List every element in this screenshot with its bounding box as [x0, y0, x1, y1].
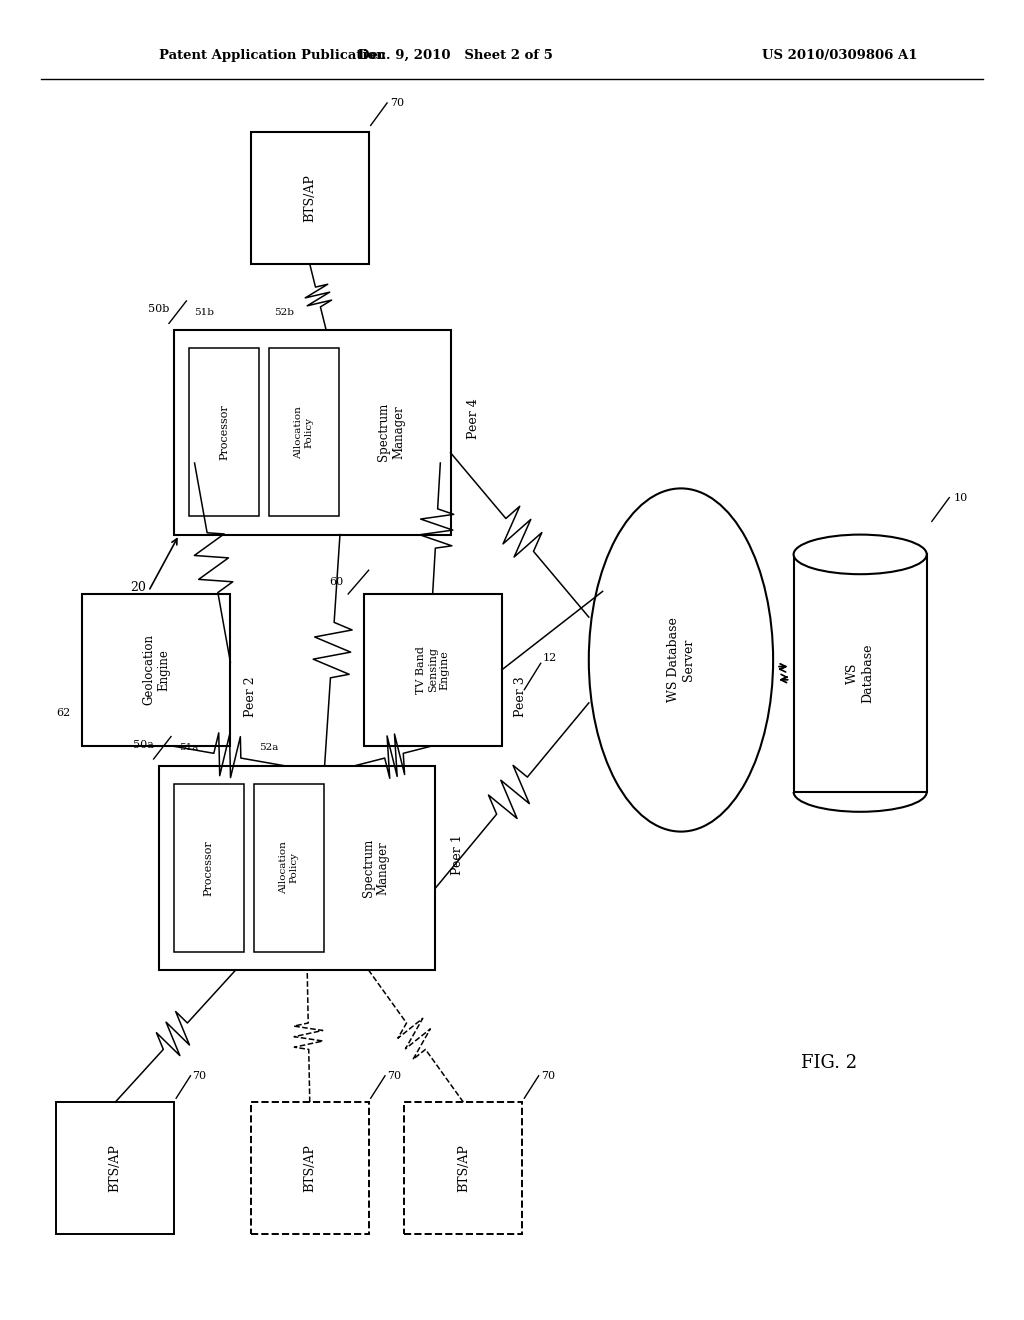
Text: 50b: 50b	[147, 304, 169, 314]
Bar	[174, 784, 244, 952]
Text: 60: 60	[329, 577, 343, 587]
Bar	[404, 1102, 522, 1234]
Bar	[364, 594, 502, 746]
Bar	[189, 348, 259, 516]
Text: 70: 70	[390, 98, 404, 108]
Bar	[251, 1102, 369, 1234]
Text: Processor: Processor	[204, 840, 214, 896]
Text: BTS/AP: BTS/AP	[457, 1144, 470, 1192]
Text: Patent Application Publication: Patent Application Publication	[159, 49, 385, 62]
Text: Processor: Processor	[219, 404, 229, 461]
Text: 70: 70	[193, 1071, 207, 1081]
Text: FIG. 2: FIG. 2	[802, 1053, 857, 1072]
Bar	[794, 554, 927, 792]
Text: WS Database
Server: WS Database Server	[667, 618, 695, 702]
Text: Peer 2: Peer 2	[245, 676, 257, 717]
Bar	[251, 132, 369, 264]
Text: 51a: 51a	[179, 743, 199, 752]
Bar	[159, 766, 435, 970]
Text: BTS/AP: BTS/AP	[303, 1144, 316, 1192]
Text: 70: 70	[387, 1071, 401, 1081]
Text: 51b: 51b	[195, 308, 215, 317]
Text: BTS/AP: BTS/AP	[109, 1144, 122, 1192]
Text: TV Band
Sensing
Engine: TV Band Sensing Engine	[416, 645, 450, 694]
Text: 70: 70	[541, 1071, 555, 1081]
Text: Spectrum
Manager: Spectrum Manager	[377, 403, 406, 462]
Text: 20: 20	[130, 581, 146, 594]
Text: 52b: 52b	[274, 308, 295, 317]
Text: Allocation
Policy: Allocation Policy	[295, 405, 313, 459]
Text: Peer 3: Peer 3	[514, 676, 526, 717]
Bar	[56, 1102, 174, 1234]
Text: Dec. 9, 2010   Sheet 2 of 5: Dec. 9, 2010 Sheet 2 of 5	[358, 49, 553, 62]
Bar	[269, 348, 339, 516]
Bar	[174, 330, 451, 535]
Bar	[82, 594, 230, 746]
Text: 12: 12	[543, 653, 557, 663]
Text: 62: 62	[56, 708, 71, 718]
Text: 52a: 52a	[259, 743, 279, 752]
Text: Peer 1: Peer 1	[452, 834, 464, 875]
Text: US 2010/0309806 A1: US 2010/0309806 A1	[762, 49, 918, 62]
Text: Spectrum
Manager: Spectrum Manager	[361, 838, 390, 898]
Text: 50a: 50a	[133, 739, 154, 750]
Ellipse shape	[794, 535, 927, 574]
Text: Allocation
Policy: Allocation Policy	[280, 841, 298, 895]
Ellipse shape	[589, 488, 773, 832]
Text: Peer 4: Peer 4	[467, 399, 479, 440]
Text: 10: 10	[953, 492, 968, 503]
Text: BTS/AP: BTS/AP	[303, 174, 316, 222]
Bar	[254, 784, 324, 952]
Text: WS
Database: WS Database	[846, 643, 874, 704]
Text: Geolocation
Engine: Geolocation Engine	[142, 635, 170, 705]
